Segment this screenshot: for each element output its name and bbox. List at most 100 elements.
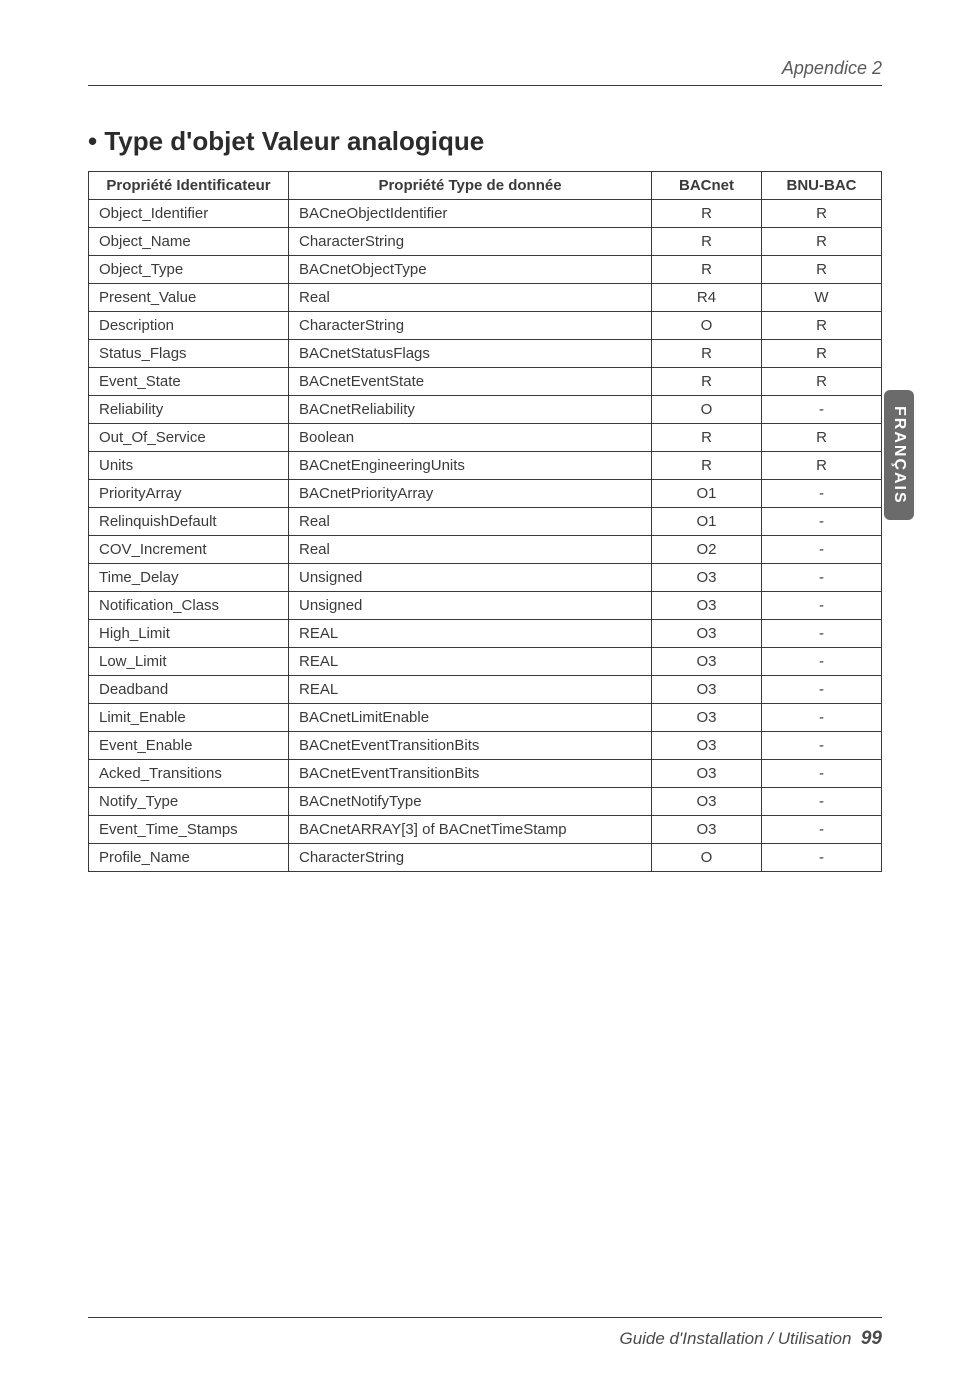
table-cell: R: [652, 368, 762, 396]
table-cell: O3: [652, 620, 762, 648]
table-cell: Limit_Enable: [89, 704, 289, 732]
table-cell: Boolean: [289, 424, 652, 452]
table-cell: -: [762, 480, 882, 508]
table-cell: R: [762, 256, 882, 284]
table-cell: REAL: [289, 648, 652, 676]
table-cell: REAL: [289, 676, 652, 704]
table-cell: R: [762, 424, 882, 452]
language-tab: FRANÇAIS: [884, 390, 914, 520]
table-row: Out_Of_ServiceBooleanRR: [89, 424, 882, 452]
table-cell: Unsigned: [289, 564, 652, 592]
table-cell: -: [762, 592, 882, 620]
page-number: 99: [861, 1328, 882, 1349]
col-header-identificateur: Propriété Identificateur: [89, 172, 289, 200]
table-cell: Real: [289, 536, 652, 564]
table-row: Profile_NameCharacterStringO-: [89, 844, 882, 872]
table-cell: O3: [652, 788, 762, 816]
table-row: High_LimitREALO3-: [89, 620, 882, 648]
table-cell: -: [762, 704, 882, 732]
table-cell: O3: [652, 676, 762, 704]
table-cell: O3: [652, 816, 762, 844]
table-cell: Object_Name: [89, 228, 289, 256]
table-cell: -: [762, 788, 882, 816]
table-cell: BACnetLimitEnable: [289, 704, 652, 732]
table-cell: Real: [289, 284, 652, 312]
table-row: Event_Time_StampsBACnetARRAY[3] of BACne…: [89, 816, 882, 844]
table-cell: Acked_Transitions: [89, 760, 289, 788]
table-cell: W: [762, 284, 882, 312]
table-cell: BACnetStatusFlags: [289, 340, 652, 368]
table-row: Limit_EnableBACnetLimitEnableO3-: [89, 704, 882, 732]
col-header-bnubac: BNU-BAC: [762, 172, 882, 200]
table-cell: R: [652, 228, 762, 256]
table-cell: Real: [289, 508, 652, 536]
table-cell: R: [652, 200, 762, 228]
table-cell: Low_Limit: [89, 648, 289, 676]
table-row: Object_IdentifierBACneObjectIdentifierRR: [89, 200, 882, 228]
table-cell: BACnetEventState: [289, 368, 652, 396]
table-cell: Unsigned: [289, 592, 652, 620]
table-cell: BACnetEventTransitionBits: [289, 732, 652, 760]
table-cell: O3: [652, 592, 762, 620]
table-row: Low_LimitREALO3-: [89, 648, 882, 676]
table-row: Notify_TypeBACnetNotifyTypeO3-: [89, 788, 882, 816]
table-row: COV_IncrementRealO2-: [89, 536, 882, 564]
col-header-bacnet: BACnet: [652, 172, 762, 200]
table-cell: R: [762, 228, 882, 256]
table-cell: Description: [89, 312, 289, 340]
table-cell: CharacterString: [289, 312, 652, 340]
table-row: Time_DelayUnsignedO3-: [89, 564, 882, 592]
table-cell: BACnetReliability: [289, 396, 652, 424]
table-cell: -: [762, 620, 882, 648]
table-cell: -: [762, 760, 882, 788]
table-row: RelinquishDefaultRealO1-: [89, 508, 882, 536]
table-cell: R: [762, 312, 882, 340]
table-cell: BACnetNotifyType: [289, 788, 652, 816]
table-cell: O2: [652, 536, 762, 564]
col-header-type: Propriété Type de donnée: [289, 172, 652, 200]
table-cell: -: [762, 396, 882, 424]
table-cell: -: [762, 844, 882, 872]
table-row: DeadbandREALO3-: [89, 676, 882, 704]
footer-rule: [88, 1317, 882, 1318]
table-cell: O3: [652, 760, 762, 788]
table-cell: Object_Identifier: [89, 200, 289, 228]
table-cell: Units: [89, 452, 289, 480]
table-row: Object_TypeBACnetObjectTypeRR: [89, 256, 882, 284]
table-cell: RelinquishDefault: [89, 508, 289, 536]
table-cell: R: [652, 424, 762, 452]
table-cell: O1: [652, 480, 762, 508]
table-cell: Event_Time_Stamps: [89, 816, 289, 844]
table-cell: O3: [652, 732, 762, 760]
table-cell: CharacterString: [289, 228, 652, 256]
table-cell: O3: [652, 704, 762, 732]
table-cell: BACnetObjectType: [289, 256, 652, 284]
table-cell: REAL: [289, 620, 652, 648]
table-cell: Deadband: [89, 676, 289, 704]
table-cell: Profile_Name: [89, 844, 289, 872]
table-cell: BACnetEventTransitionBits: [289, 760, 652, 788]
table-cell: Notification_Class: [89, 592, 289, 620]
table-cell: CharacterString: [289, 844, 652, 872]
table-cell: Event_State: [89, 368, 289, 396]
table-cell: O: [652, 844, 762, 872]
table-cell: BACnetEngineeringUnits: [289, 452, 652, 480]
table-row: Event_EnableBACnetEventTransitionBitsO3-: [89, 732, 882, 760]
table-row: Present_ValueRealR4W: [89, 284, 882, 312]
table-cell: R: [652, 452, 762, 480]
table-cell: O3: [652, 648, 762, 676]
table-cell: -: [762, 536, 882, 564]
table-cell: Event_Enable: [89, 732, 289, 760]
table-cell: BACneObjectIdentifier: [289, 200, 652, 228]
table-cell: Out_Of_Service: [89, 424, 289, 452]
table-cell: R: [652, 256, 762, 284]
table-cell: Reliability: [89, 396, 289, 424]
table-header-row: Propriété Identificateur Propriété Type …: [89, 172, 882, 200]
table-row: DescriptionCharacterStringOR: [89, 312, 882, 340]
table-cell: -: [762, 648, 882, 676]
table-row: Object_NameCharacterStringRR: [89, 228, 882, 256]
table-cell: R: [762, 368, 882, 396]
page-footer: Guide d'Installation / Utilisation 99: [88, 1317, 882, 1350]
table-cell: BACnetPriorityArray: [289, 480, 652, 508]
table-cell: Notify_Type: [89, 788, 289, 816]
